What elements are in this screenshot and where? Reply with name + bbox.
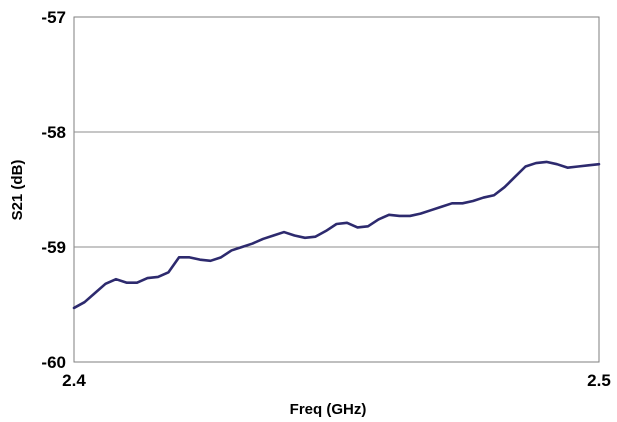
x-tick-label: 2.4 xyxy=(62,371,86,390)
y-tick-label: -57 xyxy=(41,8,66,27)
plot-area xyxy=(72,16,601,363)
y-tick-label: -60 xyxy=(41,353,66,372)
y-tick-label: -58 xyxy=(41,123,66,142)
plot-frame xyxy=(73,16,600,363)
x-axis: 2.4 2.5 Freq (GHz) xyxy=(62,371,611,418)
y-axis-title: S21 (dB) xyxy=(9,160,26,221)
y-tick-label: -59 xyxy=(41,238,66,257)
y-axis: -57 -58 -59 -60 S21 (dB) xyxy=(9,8,66,372)
x-tick-label: 2.5 xyxy=(587,371,611,390)
series-lines xyxy=(72,160,601,310)
grid-lines xyxy=(74,131,599,248)
x-axis-title: Freq (GHz) xyxy=(290,401,367,418)
series-line xyxy=(72,160,601,310)
